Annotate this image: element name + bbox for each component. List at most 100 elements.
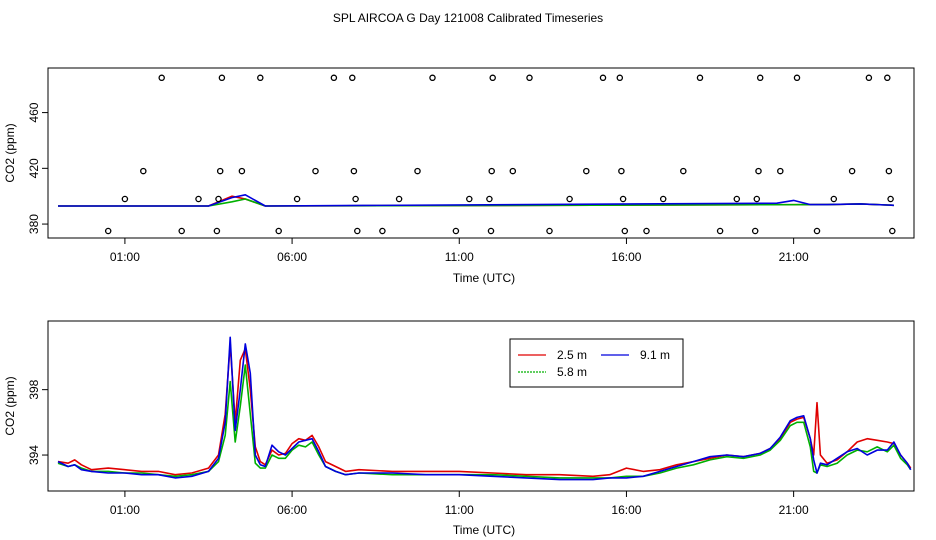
scatter-point: [643, 227, 650, 235]
scatter-point: [509, 167, 517, 175]
legend-label-9-1m: 9.1 m: [640, 348, 670, 362]
top-series-9-1-m: [58, 194, 894, 207]
scatter-point: [830, 195, 838, 203]
legend-box: [509, 338, 684, 388]
bottom-series-2-5-m: [57, 343, 912, 478]
scatter-point: [466, 195, 473, 203]
scatter-point: [312, 167, 319, 175]
scatter-point: [619, 195, 627, 203]
scatter-point: [379, 227, 386, 235]
scatter-point: [755, 167, 762, 175]
scatter-point: [751, 227, 759, 235]
top-panel: 380 420 460 01:00 06:00 11:00 16:00 21:00 Time…: [3, 67, 915, 285]
bottom-x-tick-label: 06:00: [277, 503, 307, 517]
scatter-point: [716, 227, 724, 235]
legend: 2.5 m 5.8 m 9.1 m: [509, 338, 684, 388]
scatter-point: [887, 195, 894, 203]
scatter-point: [104, 227, 112, 235]
scatter-point: [350, 167, 358, 175]
bottom-series-lines: [57, 336, 912, 481]
bottom-series-5-8-m: [57, 364, 912, 479]
scatter-point: [293, 195, 301, 203]
scatter-point: [733, 195, 741, 203]
scatter-point: [526, 74, 533, 82]
scatter-point: [848, 167, 856, 175]
bottom-y-axis-label: CO2 (ppm): [3, 376, 17, 435]
bottom-y-tick-label: 398: [27, 379, 41, 399]
scatter-point: [546, 227, 553, 235]
bottom-x-tick-label: 21:00: [779, 503, 809, 517]
scatter-point: [121, 195, 129, 203]
top-y-axis-label: CO2 (ppm): [3, 123, 17, 182]
chart-title: SPL AIRCOA G Day 121008 Calibrated Times…: [333, 11, 603, 25]
scatter-point: [178, 227, 185, 235]
scatter-point: [813, 227, 821, 235]
scatter-point: [238, 167, 246, 175]
scatter-point: [884, 74, 891, 82]
bottom-x-axis-label: Time (UTC): [453, 523, 515, 537]
scatter-point: [487, 227, 495, 235]
scatter-point: [452, 227, 460, 235]
scatter-point: [215, 195, 222, 203]
legend-label-2-5m: 2.5 m: [557, 348, 587, 362]
scatter-point: [889, 227, 896, 235]
scatter-point: [793, 74, 801, 82]
scatter-point: [195, 195, 202, 203]
scatter-point: [777, 167, 784, 175]
scatter-point: [349, 74, 356, 82]
bottom-x-tick-label: 16:00: [611, 503, 641, 517]
bottom-panel: 394 398 01:00 06:00 11:00 16:00 21:00 Time (U…: [3, 320, 915, 537]
top-x-tick-label: 16:00: [611, 250, 641, 264]
scatter-point: [429, 74, 436, 82]
top-y-tick-label: 380: [27, 214, 41, 234]
top-x-tick-label: 01:00: [110, 250, 140, 264]
top-y-tick-label: 460: [27, 102, 41, 122]
scatter-point: [395, 195, 403, 203]
bottom-x-tick-label: 11:00: [445, 503, 474, 517]
scatter-point: [330, 74, 338, 82]
scatter-point: [257, 74, 264, 82]
scatter-point: [621, 227, 629, 235]
scatter-point: [354, 227, 361, 235]
scatter-point: [659, 195, 667, 203]
bottom-y-tick-label: 394: [27, 445, 41, 465]
scatter-point: [680, 167, 687, 175]
scatter-point: [216, 167, 224, 175]
bottom-plot-frame: [47, 320, 915, 492]
scatter-point: [275, 227, 282, 235]
top-x-axis-label: Time (UTC): [453, 271, 515, 285]
top-y-tick-label: 420: [27, 158, 41, 178]
scatter-point: [583, 167, 590, 175]
scatter-point: [352, 195, 359, 203]
scatter-point: [885, 167, 893, 175]
top-y-axis: 380 420 460: [27, 102, 48, 234]
legend-label-5-8m: 5.8 m: [557, 365, 587, 379]
bottom-series-9-1-m: [57, 336, 912, 481]
scatter-point: [140, 167, 147, 175]
top-scatter-points: [104, 74, 896, 235]
scatter-point: [618, 167, 625, 175]
top-x-tick-label: 21:00: [779, 250, 809, 264]
scatter-point: [566, 195, 573, 203]
top-x-tick-label: 11:00: [445, 250, 474, 264]
top-x-tick-label: 06:00: [277, 250, 307, 264]
top-plot-frame: [47, 67, 915, 239]
scatter-point: [218, 74, 226, 82]
scatter-point: [414, 167, 421, 175]
scatter-point: [616, 74, 624, 82]
scatter-point: [696, 74, 704, 82]
scatter-point: [489, 74, 496, 82]
scatter-point: [599, 74, 607, 82]
scatter-point: [213, 227, 221, 235]
scatter-point: [158, 74, 165, 82]
bottom-x-tick-label: 01:00: [110, 503, 140, 517]
scatter-point: [488, 167, 495, 175]
top-x-axis: 01:00 06:00 11:00 16:00 21:00: [110, 238, 809, 264]
scatter-point: [486, 195, 493, 203]
scatter-point: [753, 195, 761, 203]
scatter-point: [756, 74, 764, 82]
bottom-y-axis: 394 398: [27, 379, 48, 465]
scatter-point: [865, 74, 873, 82]
top-series-lines: [58, 194, 894, 207]
